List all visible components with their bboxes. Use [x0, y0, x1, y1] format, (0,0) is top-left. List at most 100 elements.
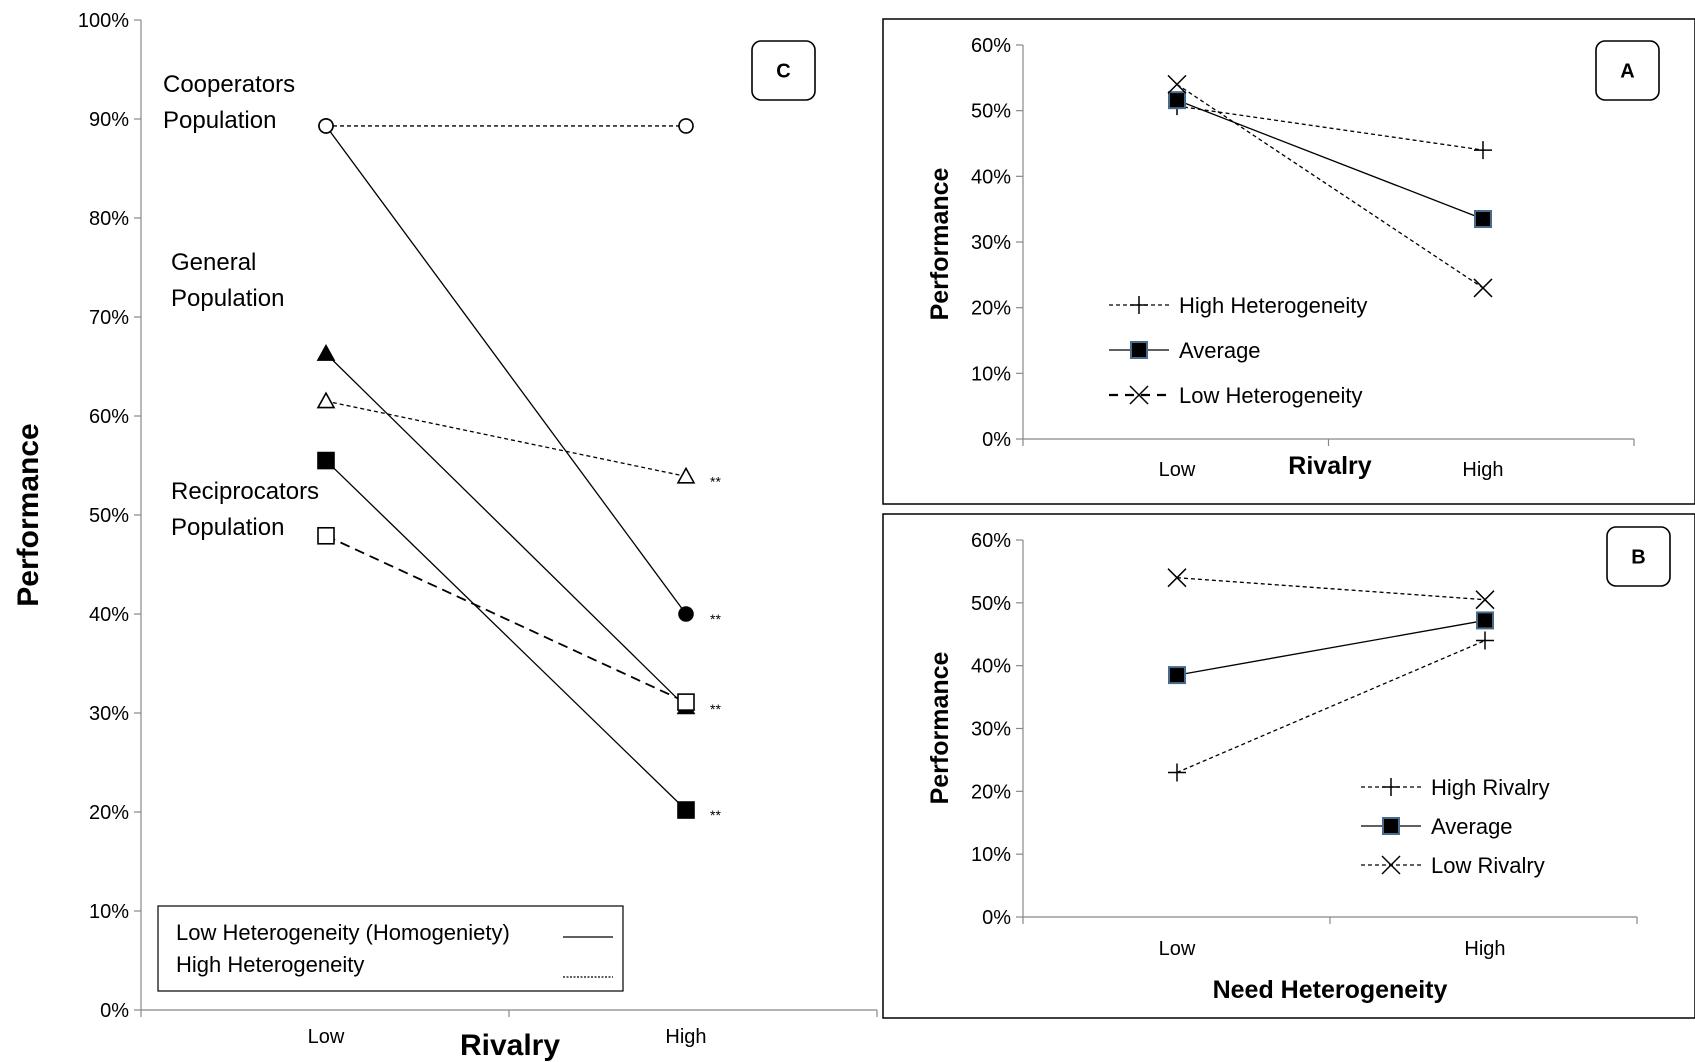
panel-tag-label: C: [776, 61, 790, 83]
y-tick-label: 50%: [89, 505, 129, 527]
group-label: Population: [171, 285, 284, 312]
legend: High Heterogeneity Average Low Heterogenei…: [1109, 293, 1367, 408]
legend-swatch-marker: [1129, 385, 1149, 405]
data-point-general-high-low: [316, 391, 336, 409]
x-tick-label: High: [1464, 938, 1505, 960]
series-line: [1176, 577, 1486, 601]
legend-swatch-marker: [1381, 855, 1401, 875]
significance-marker: **: [710, 701, 721, 717]
panel-tag-label: A: [1620, 61, 1634, 83]
series-line-reciprocators-low: [325, 460, 687, 811]
group-label: Population: [163, 107, 276, 134]
y-tick-label: 10%: [971, 363, 1011, 385]
group-label: General: [171, 249, 256, 276]
data-point: [1476, 611, 1494, 630]
data-point-general-low-low: [316, 343, 336, 361]
series-line: [1176, 99, 1484, 220]
chart-panel-b: 0% 10% 20% 30% 40% 50% 60% Low High Need Heteroge…: [882, 513, 1695, 1019]
data-point: [1168, 91, 1186, 110]
legend-box: [157, 905, 624, 992]
group-label: Reciprocators: [171, 478, 319, 505]
series-line: [1176, 105, 1484, 151]
data-point: [1473, 278, 1493, 298]
x-axis-title: Rivalry: [460, 1029, 560, 1062]
panel-frame: [882, 18, 1695, 505]
y-axis-title: Performance: [926, 651, 954, 804]
legend-label: Low Heterogeneity: [1179, 383, 1362, 408]
panel-tag-box: [751, 40, 816, 101]
y-axis-title: Performance: [926, 167, 954, 320]
y-tick-label: 60%: [971, 530, 1011, 552]
y-tick-label: 70%: [89, 307, 129, 329]
panel-tag-box: [1606, 526, 1671, 587]
data-point: [1168, 763, 1186, 782]
legend-label: High Heterogeneity: [1179, 293, 1367, 318]
legend-label: Low Rivalry: [1431, 853, 1545, 878]
data-point-cooperators-high-low: [318, 118, 334, 134]
y-tick-label: 30%: [971, 719, 1011, 741]
y-tick-label: 30%: [89, 703, 129, 725]
panel-frame: [882, 513, 1695, 1019]
chart-panel-c: 0% 10% 20% 30% 40% 50% 60% 70% 80% 90% 100% Low High…: [12, 10, 878, 1062]
y-tick-label: 90%: [89, 109, 129, 131]
panel-tag-box: [1595, 40, 1660, 101]
y-tick-label: 0%: [982, 429, 1011, 451]
legend-swatch-marker: [1382, 778, 1400, 796]
y-tick-label: 80%: [89, 208, 129, 230]
significance-marker: **: [710, 807, 721, 823]
data-point-general-high-high: [676, 466, 696, 484]
legend-label: Average: [1179, 338, 1261, 363]
legend: Low Heterogeneity (Homogeniety) High Hete…: [157, 905, 624, 992]
y-tick-label: 40%: [89, 604, 129, 626]
y-tick-label: 20%: [971, 781, 1011, 803]
legend-swatch-marker: [1130, 341, 1148, 359]
x-axis-title: Need Heterogeneity: [1213, 976, 1448, 1004]
chart-panel-a: 0% 10% 20% 30% 40% 50% 60% Low High Rivalry Perfor…: [882, 18, 1695, 505]
series-line: [1176, 619, 1486, 676]
series-line-cooperators-low: [325, 125, 687, 615]
y-tick-label: 0%: [100, 1000, 129, 1022]
legend-label: Average: [1431, 814, 1513, 839]
data-point: [1474, 210, 1492, 229]
y-tick-label: 100%: [78, 10, 129, 32]
legend: High Rivalry Average Low Rivalry: [1361, 775, 1550, 878]
data-point-reciprocators-low-high: [677, 801, 695, 819]
x-tick-label: Low: [1159, 938, 1196, 960]
series-line-general-low: [325, 353, 687, 708]
y-tick-label: 60%: [971, 35, 1011, 57]
x-tick-label: High: [1462, 459, 1503, 481]
x-tick-label: Low: [1159, 459, 1196, 481]
y-axis-title: Performance: [12, 423, 45, 606]
data-point-reciprocators-high-high: [677, 693, 695, 711]
legend-label: High Heterogeneity: [176, 952, 364, 977]
series-line-general-high: [325, 400, 687, 478]
y-tick-label: 10%: [89, 901, 129, 923]
data-point: [1475, 590, 1495, 610]
group-label: Population: [171, 514, 284, 541]
y-tick-label: 40%: [971, 166, 1011, 188]
data-point-reciprocators-high-low: [317, 526, 335, 545]
data-point: [1476, 631, 1494, 650]
series-line-reciprocators-high: [325, 534, 687, 703]
data-point: [1168, 666, 1186, 685]
significance-marker: **: [710, 473, 721, 489]
x-axis-title: Rivalry: [1288, 452, 1371, 480]
y-tick-label: 0%: [982, 907, 1011, 929]
y-tick-label: 20%: [89, 802, 129, 824]
significance-marker: **: [710, 611, 721, 627]
y-tick-label: 30%: [971, 232, 1011, 254]
legend-label: High Rivalry: [1431, 775, 1550, 800]
data-point: [1167, 74, 1187, 94]
legend-label: Low Heterogeneity (Homogeniety): [176, 920, 510, 945]
y-tick-label: 50%: [971, 101, 1011, 123]
group-label: Cooperators: [163, 71, 295, 98]
legend-swatch-marker: [1382, 817, 1400, 835]
y-tick-label: 40%: [971, 656, 1011, 678]
legend-swatch-marker: [1130, 296, 1148, 314]
x-tick-label: Low: [308, 1026, 345, 1048]
data-point-cooperators-high-high: [678, 118, 694, 134]
y-tick-label: 50%: [971, 593, 1011, 615]
x-tick-label: High: [665, 1026, 706, 1048]
series-line: [1176, 83, 1484, 289]
